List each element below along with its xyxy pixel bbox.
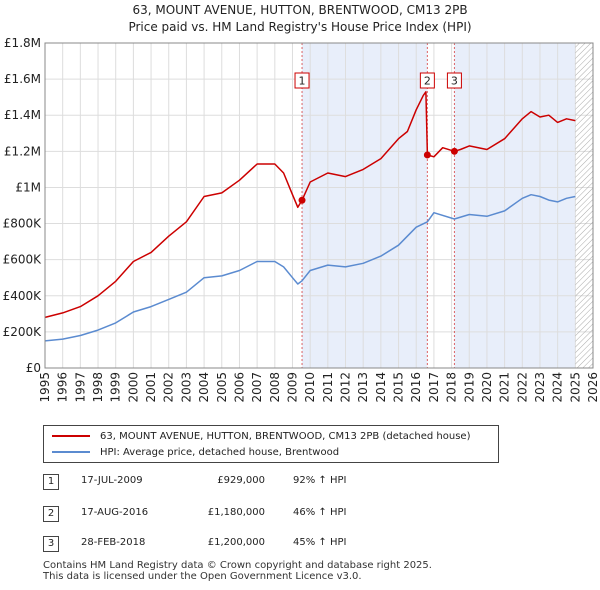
x-tick-label: 2023	[533, 372, 547, 403]
shaded-period	[302, 43, 428, 368]
sale-row: 3 28-FEB-2018 £1,200,000 45% ↑ HPI	[43, 536, 443, 554]
sale-hpi-change: 46% ↑ HPI	[293, 507, 347, 518]
x-tick-label: 2014	[374, 372, 388, 403]
sale-row: 1 17-JUL-2009 £929,000 92% ↑ HPI	[43, 474, 443, 492]
sale-label-box	[294, 72, 310, 89]
x-tick-label: 2005	[215, 372, 229, 403]
sale-row: 2 17-AUG-2016 £1,180,000 46% ↑ HPI	[43, 506, 443, 524]
legend-item-hpi: HPI: Average price, detached house, Bren…	[52, 445, 339, 459]
x-tick-label: 2003	[179, 372, 193, 403]
y-tick-label: £0	[26, 361, 41, 375]
legend-swatch-hpi	[52, 451, 90, 453]
x-tick-label: 2024	[551, 372, 565, 403]
x-tick-label: 1995	[38, 372, 52, 403]
sale-point	[298, 196, 306, 204]
x-tick-label: 2000	[126, 372, 140, 403]
sale-label-text: 1	[299, 75, 306, 88]
sale-label-box	[446, 72, 462, 89]
y-tick-label: £1.2M	[4, 144, 41, 158]
x-tick-label: 2021	[498, 372, 512, 403]
x-tick-label: 2016	[409, 372, 423, 403]
x-tick-label: 2026	[586, 372, 600, 403]
legend-label-hpi: HPI: Average price, detached house, Bren…	[100, 446, 340, 458]
y-tick-label: £1.8M	[4, 36, 41, 50]
x-tick-label: 2022	[515, 372, 529, 403]
x-tick-label: 1998	[91, 372, 105, 403]
x-tick-label: 2007	[250, 372, 264, 403]
legend: 63, MOUNT AVENUE, HUTTON, BRENTWOOD, CM1…	[43, 425, 499, 463]
x-tick-label: 2004	[197, 372, 211, 403]
y-tick-label: £400K	[3, 289, 43, 303]
sale-number-badge: 1	[43, 474, 59, 490]
footer-copyright: Contains HM Land Registry data © Crown c…	[43, 560, 432, 571]
shaded-period	[454, 43, 576, 368]
sale-date: 17-AUG-2016	[81, 507, 149, 518]
y-tick-label: £1.4M	[4, 108, 41, 122]
sale-point	[450, 147, 458, 155]
x-tick-label: 2025	[568, 372, 582, 403]
hatched-region	[575, 43, 593, 368]
sale-label-text: 2	[424, 75, 431, 88]
x-tick-label: 2013	[356, 372, 370, 403]
x-tick-label: 2019	[462, 372, 476, 403]
plot-frame	[44, 42, 594, 369]
x-tick-label: 2020	[480, 372, 494, 403]
sale-date: 17-JUL-2009	[81, 475, 143, 486]
sale-hpi-change: 92% ↑ HPI	[293, 475, 347, 486]
sale-point	[423, 151, 431, 159]
x-tick-label: 1996	[56, 372, 70, 403]
price-chart: 1 2 3 £0 £200K £400K £600K £800K £1M £1.2M £1.4M £…	[3, 36, 600, 403]
y-tick-label: £200K	[3, 325, 43, 339]
sale-label-text: 3	[451, 75, 458, 88]
x-tick-label: 2001	[144, 372, 158, 403]
sale-price: £929,000	[217, 475, 265, 486]
chart-title: 63, MOUNT AVENUE, HUTTON, BRENTWOOD, CM1…	[132, 3, 468, 17]
x-tick-label: 2009	[285, 372, 299, 403]
x-tick-label: 2015	[392, 372, 406, 403]
footer-license: This data is licensed under the Open Gov…	[43, 571, 362, 582]
x-tick-label: 2006	[232, 372, 246, 403]
legend-label-property: 63, MOUNT AVENUE, HUTTON, BRENTWOOD, CM1…	[100, 430, 471, 442]
y-tick-label: £800K	[3, 217, 43, 231]
sale-number-badge: 3	[43, 536, 59, 552]
sale-price: £1,180,000	[207, 507, 265, 518]
series-line	[44, 193, 576, 342]
x-tick-label: 2010	[303, 372, 317, 403]
sale-label-box	[419, 72, 435, 89]
x-tick-label: 2018	[445, 372, 459, 403]
footer: Contains HM Land Registry data © Crown c…	[43, 560, 432, 582]
sale-hpi-change: 45% ↑ HPI	[293, 537, 347, 548]
legend-item-property: 63, MOUNT AVENUE, HUTTON, BRENTWOOD, CM1…	[52, 429, 470, 443]
series-line	[44, 91, 576, 319]
x-tick-label: 2017	[427, 372, 441, 403]
y-tick-label: £600K	[3, 253, 43, 267]
x-tick-label: 2002	[162, 372, 176, 403]
x-tick-label: 2012	[339, 372, 353, 403]
x-tick-label: 1997	[73, 372, 87, 403]
x-tick-label: 2008	[268, 372, 282, 403]
sale-number-badge: 2	[43, 506, 59, 522]
chart-subtitle: Price paid vs. HM Land Registry's House …	[128, 20, 472, 34]
legend-swatch-property	[52, 435, 90, 437]
y-tick-label: £1.6M	[4, 72, 41, 86]
y-tick-label: £1M	[15, 180, 41, 194]
x-tick-label: 1999	[109, 372, 123, 403]
sale-date: 28-FEB-2018	[81, 537, 146, 548]
x-tick-label: 2011	[321, 372, 335, 403]
sale-price: £1,200,000	[207, 537, 265, 548]
